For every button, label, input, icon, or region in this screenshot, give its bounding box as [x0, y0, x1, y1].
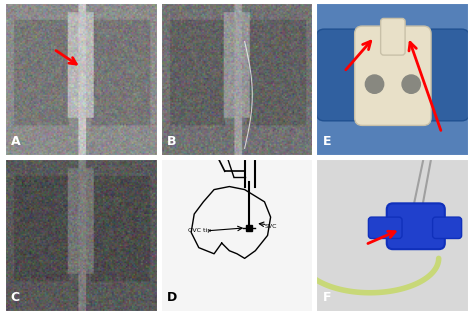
- Text: SVC: SVC: [264, 224, 277, 229]
- Circle shape: [365, 75, 383, 93]
- FancyBboxPatch shape: [317, 29, 374, 121]
- FancyBboxPatch shape: [368, 217, 402, 238]
- Text: F: F: [323, 291, 331, 304]
- FancyBboxPatch shape: [411, 29, 469, 121]
- Text: B: B: [167, 135, 176, 148]
- Text: CVC tip: CVC tip: [188, 228, 211, 233]
- FancyBboxPatch shape: [387, 203, 445, 249]
- FancyBboxPatch shape: [433, 217, 462, 238]
- Text: C: C: [11, 291, 20, 304]
- FancyBboxPatch shape: [381, 19, 405, 55]
- Text: E: E: [323, 135, 331, 148]
- Text: A: A: [11, 135, 20, 148]
- Text: D: D: [167, 291, 177, 304]
- FancyBboxPatch shape: [355, 26, 431, 125]
- Circle shape: [402, 75, 420, 93]
